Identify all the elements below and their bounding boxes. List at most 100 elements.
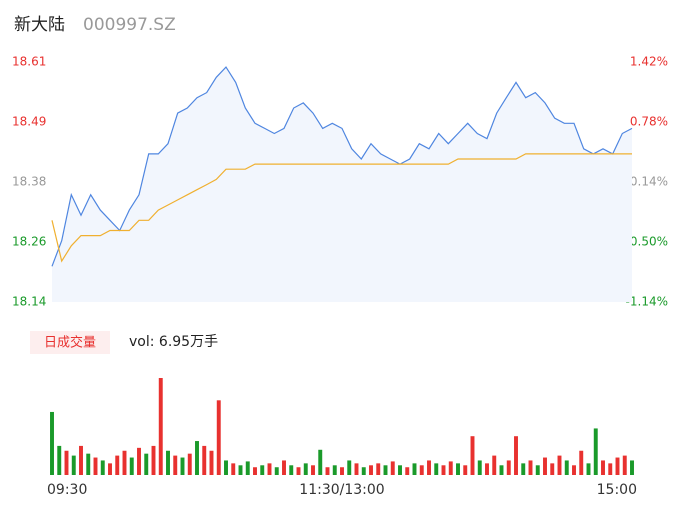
volume-bar <box>303 463 308 475</box>
volume-bar <box>485 463 489 475</box>
y-tick-label: 18.61 <box>12 55 46 69</box>
volume-bar <box>506 460 511 475</box>
average-line <box>51 153 632 263</box>
volume-bar <box>434 463 439 475</box>
volume-bar <box>260 465 265 475</box>
volume-legend-box <box>30 331 110 354</box>
volume-bar <box>289 465 294 475</box>
volume-bar <box>441 465 446 475</box>
volume-bar <box>369 465 373 475</box>
volume-bar <box>151 445 156 475</box>
volume-bar <box>405 467 410 475</box>
volume-legend: 日成交量 <box>44 335 96 351</box>
y2-tick-label: 0.78% <box>630 115 668 129</box>
y-tick-label: 18.14 <box>12 295 46 309</box>
volume-bar <box>586 463 591 475</box>
volume-bar <box>144 453 149 475</box>
volume-bar <box>608 463 613 475</box>
volume-bar <box>427 460 431 475</box>
volume-bar <box>158 378 163 475</box>
volume-bar <box>535 465 540 475</box>
volume-bar <box>129 457 134 475</box>
volume-bar <box>521 463 526 475</box>
volume-bar <box>100 460 105 475</box>
stock-name: 新大陆 <box>14 15 65 35</box>
volume-bar <box>238 465 243 475</box>
volume-bar <box>419 465 424 475</box>
stock-code: 000997.SZ <box>83 15 176 35</box>
volume-bar <box>615 457 620 475</box>
volume-bar <box>245 461 250 475</box>
volume-bar <box>543 457 547 475</box>
y-tick-label: 18.49 <box>12 115 46 129</box>
volume-bar <box>274 467 279 475</box>
volume-bar <box>572 465 576 475</box>
y2-tick-label: 1.42% <box>630 55 668 69</box>
y2-tick-label: -0.50% <box>626 235 668 249</box>
volume-bar <box>50 411 54 475</box>
volume-bar <box>622 455 627 475</box>
volume-bar <box>528 460 533 475</box>
volume-bar <box>412 463 417 475</box>
volume-bar <box>499 465 504 475</box>
volume-bar <box>115 455 120 475</box>
volume-bar <box>267 463 272 475</box>
volume-bar <box>492 455 497 475</box>
volume-bar <box>383 465 388 475</box>
volume-bar <box>282 460 286 475</box>
volume-bar <box>93 457 98 475</box>
y-tick-label: 18.26 <box>12 235 46 249</box>
volume-bar <box>173 455 178 475</box>
volume-bar <box>332 465 337 475</box>
volume-bar <box>202 445 207 475</box>
volume-bar <box>325 467 330 475</box>
volume-bar <box>463 465 468 475</box>
volume-bar <box>448 461 453 475</box>
volume-bar <box>187 453 192 475</box>
volume-bar <box>108 463 112 475</box>
volume-bar <box>579 450 584 475</box>
volume-bar <box>180 457 185 475</box>
volume-bar <box>296 467 301 475</box>
x-tick-label: 15:00 <box>597 482 637 498</box>
x-tick-label: 11:30/13:00 <box>299 482 384 498</box>
price-area <box>52 67 632 302</box>
price-line <box>51 66 633 267</box>
volume-bar <box>137 447 141 475</box>
volume-bar <box>340 467 344 475</box>
volume-bar <box>557 455 562 475</box>
y2-tick-label: -1.14% <box>626 295 668 309</box>
volume-bar <box>71 455 76 475</box>
volume-bar <box>318 449 323 475</box>
volume-bar <box>57 445 62 475</box>
volume-bar <box>231 463 236 475</box>
volume-bar <box>601 460 605 475</box>
volume-bar <box>398 465 402 475</box>
volume-bar <box>630 460 634 475</box>
volume-bar <box>347 460 352 475</box>
volume-bar <box>216 400 221 475</box>
volume-bar <box>253 467 257 475</box>
volume-bar <box>224 460 228 475</box>
volume-bar <box>79 445 83 475</box>
volume-bar <box>86 453 91 475</box>
volume-bar <box>376 463 381 475</box>
volume-bar <box>390 461 395 475</box>
volume-bar <box>564 460 569 475</box>
volume-bar <box>209 450 214 475</box>
volume-bar <box>477 460 482 475</box>
volume-bar <box>166 450 170 475</box>
volume-bar <box>470 436 475 475</box>
volume-bar <box>550 463 555 475</box>
volume-bar <box>361 467 366 475</box>
volume-total: vol: 6.95万手 <box>129 334 218 350</box>
volume-bar <box>311 465 315 475</box>
volume-bar <box>354 463 359 475</box>
y-tick-label: 18.38 <box>12 175 46 189</box>
volume-bar <box>195 441 199 475</box>
volume-bar <box>456 463 460 475</box>
volume-bar <box>593 428 598 475</box>
volume-bar <box>64 450 69 475</box>
